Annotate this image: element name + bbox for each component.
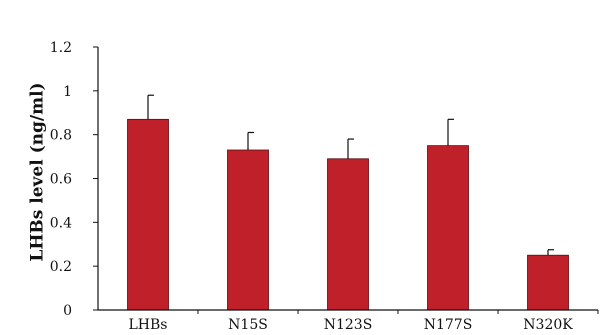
y-tick-label: 0.8	[50, 128, 72, 144]
y-axis-title: LHBs level (ng/ml)	[28, 82, 48, 261]
y-tick-label: 0.6	[50, 172, 72, 188]
bar-n15s	[227, 149, 269, 311]
x-tick-labels: LHBs N15S N123S N177S N320K	[129, 317, 574, 333]
x-tick-label-n123s: N123S	[324, 317, 373, 333]
y-tick-labels: 0 0.2 0.4 0.6 0.8 1 1.2	[50, 40, 72, 319]
error-bars-group	[147, 94, 554, 256]
axes-group	[93, 46, 599, 314]
bar-n123s	[327, 158, 369, 311]
y-tick-label: 0.2	[50, 259, 72, 275]
bar-n177s	[427, 145, 469, 311]
y-tick-label: 1	[63, 84, 72, 100]
y-tick-label: 0.4	[50, 215, 72, 231]
x-tick-label-n177s: N177S	[424, 317, 473, 333]
x-tick-label-lhbs: LHBs	[129, 317, 168, 333]
y-tick-label: 0	[63, 303, 72, 319]
x-tick-label-n320k: N320K	[523, 317, 573, 333]
x-tick-label-n15s: N15S	[228, 317, 268, 333]
bar-n320k	[527, 254, 569, 311]
y-tick-label: 1.2	[50, 40, 72, 56]
bar-lhbs	[127, 118, 169, 311]
